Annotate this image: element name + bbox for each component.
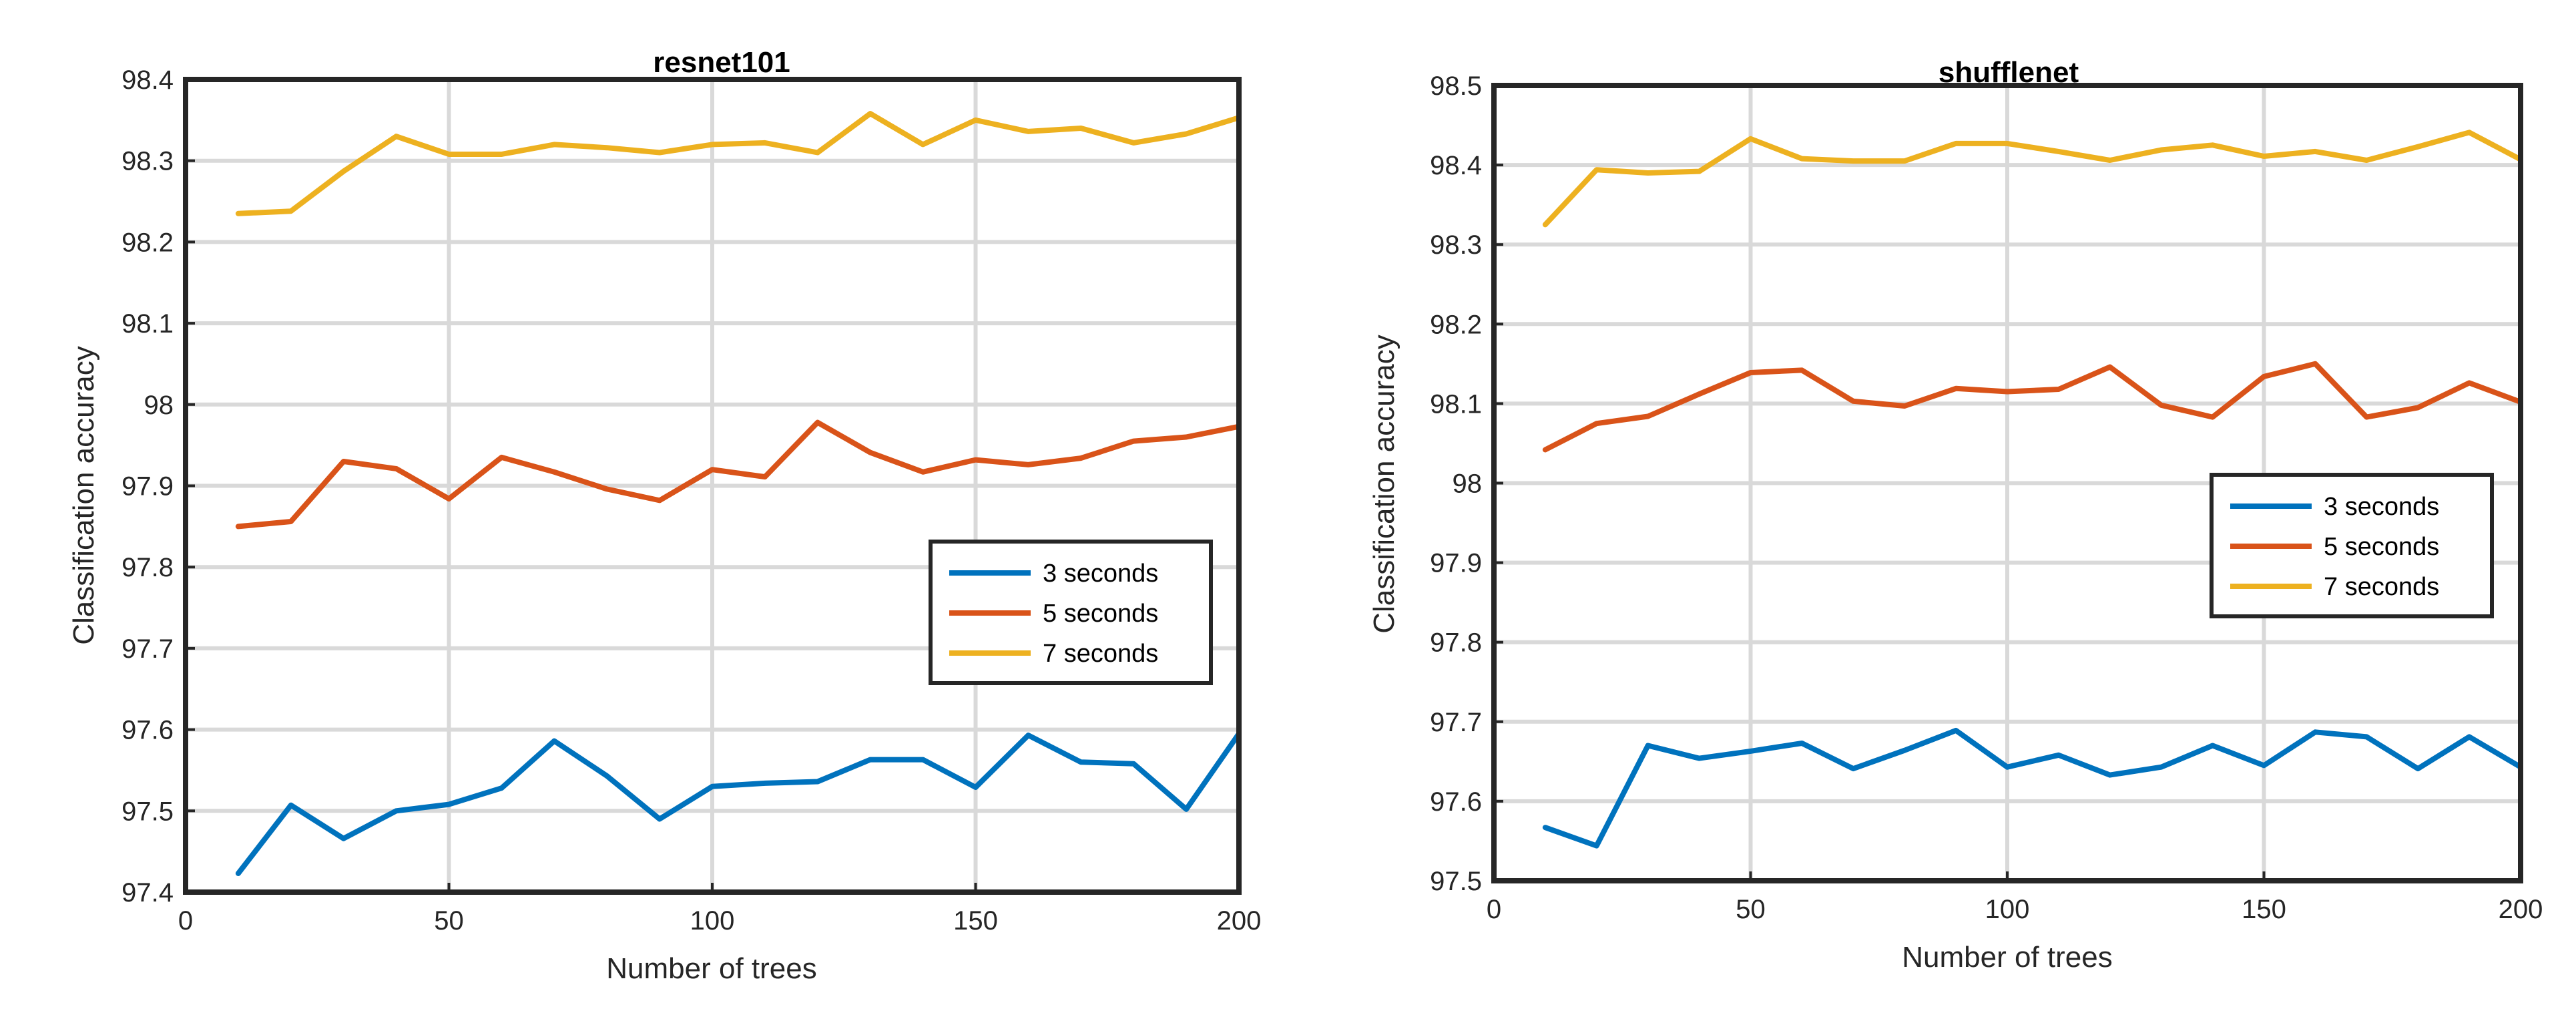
chart-shufflenet: shufflenet Number of trees Classificatio… — [1368, 56, 2543, 974]
x-tick-label: 200 — [1217, 906, 1262, 936]
x-tick-label: 200 — [2499, 895, 2543, 924]
axes-area: 0 50 100 150 200 97.4 97.5 97.6 97.7 97.8 97.9 98 98… — [121, 65, 1261, 936]
y-axis-label: Classification accuracy — [1368, 335, 1400, 634]
legend-label: 5 seconds — [1043, 600, 1158, 628]
series-line-5-seconds — [1542, 361, 2523, 453]
x-tick-label: 0 — [178, 906, 193, 936]
y-tick-label: 97.6 — [121, 716, 174, 745]
series-line-7-seconds — [235, 111, 1242, 216]
y-tick-label: 98.4 — [121, 65, 174, 95]
y-tick-label: 97.8 — [121, 553, 174, 582]
x-tick-label: 50 — [434, 906, 464, 936]
y-tick-label: 97.9 — [121, 472, 174, 501]
y-tick-label: 98.1 — [1430, 389, 1482, 419]
chart-title: resnet101 — [653, 46, 790, 79]
y-tick-label: 98.4 — [1430, 151, 1482, 180]
y-tick-label: 97.6 — [1430, 787, 1482, 817]
legend: 3 seconds 5 seconds 7 seconds — [929, 540, 1213, 685]
y-tick-label: 97.5 — [121, 797, 174, 826]
series-line-3-seconds — [235, 731, 1242, 876]
x-axis-label: Number of trees — [1902, 941, 2112, 974]
legend-label: 5 seconds — [2324, 533, 2439, 561]
y-tick-label: 98.3 — [121, 147, 174, 176]
x-tick-label: 0 — [1487, 895, 1501, 924]
series-line-3-seconds — [1542, 727, 2523, 849]
axes-frame — [183, 77, 1242, 895]
y-tick-label: 97.9 — [1430, 549, 1482, 578]
series-line-5-seconds — [235, 419, 1242, 530]
y-tick-label: 97.8 — [1430, 628, 1482, 658]
y-tick-label: 97.7 — [1430, 708, 1482, 737]
y-tick-label: 98.5 — [1430, 71, 1482, 101]
series-line-7-seconds — [1542, 130, 2523, 228]
legend-label: 7 seconds — [2324, 573, 2439, 601]
y-axis-label: Classification accuracy — [67, 346, 100, 645]
legend-box — [2210, 473, 2494, 618]
y-tick-label: 97.4 — [121, 878, 174, 907]
legend-box — [929, 540, 1213, 685]
axes-frame — [1491, 83, 2523, 883]
x-tick-label: 100 — [1985, 895, 2030, 924]
x-tick-label: 150 — [953, 906, 998, 936]
legend-label: 3 seconds — [2324, 493, 2439, 521]
y-tick-label: 97.7 — [121, 634, 174, 664]
y-tick-label: 97.5 — [1430, 867, 1482, 896]
y-tick-label: 98 — [1453, 469, 1483, 499]
x-tick-label: 150 — [2242, 895, 2286, 924]
x-tick-label: 50 — [1736, 895, 1766, 924]
y-tick-label: 98.3 — [1430, 230, 1482, 260]
legend-label: 7 seconds — [1043, 640, 1158, 668]
y-tick-label: 98.1 — [121, 309, 174, 339]
y-tick-label: 98.2 — [121, 228, 174, 257]
y-tick-label: 98 — [144, 391, 174, 420]
chart-resnet101: resnet101 Number of trees Classification… — [67, 46, 1261, 985]
y-tick-label: 98.2 — [1430, 310, 1482, 339]
axes-area: 0 50 100 150 200 97.5 97.6 97.7 97.8 97.9 98 98.1 98… — [1430, 71, 2543, 924]
x-axis-label: Number of trees — [606, 952, 816, 985]
x-tick-label: 100 — [690, 906, 735, 936]
legend: 3 seconds 5 seconds 7 seconds — [2210, 473, 2494, 618]
legend-label: 3 seconds — [1043, 560, 1158, 588]
